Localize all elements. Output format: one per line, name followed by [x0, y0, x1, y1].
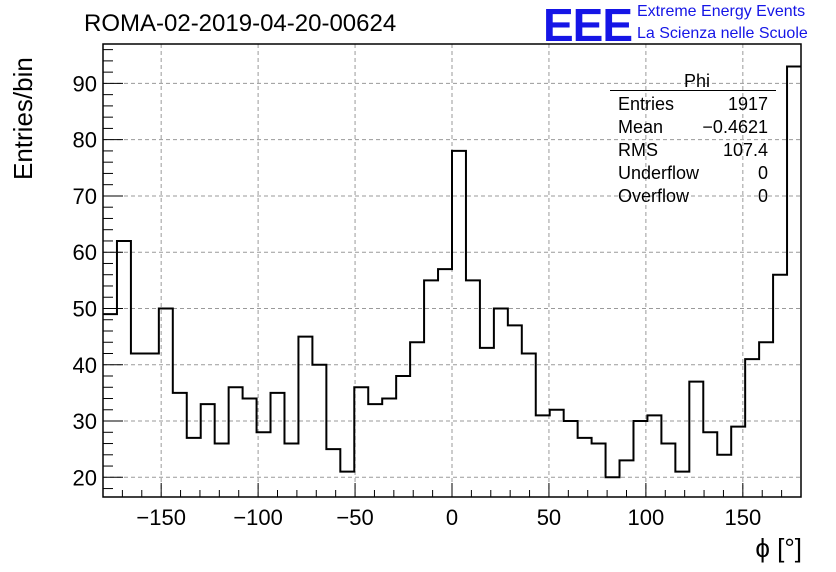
x-tick-label: −100: [233, 505, 283, 530]
eee-logo: EEE: [543, 0, 633, 51]
histogram-outline: [103, 65, 801, 479]
stats-row-entries: Entries 1917: [610, 93, 776, 116]
histogram-bin: [368, 404, 382, 497]
stats-divider: [610, 90, 776, 91]
histogram-bin: [675, 472, 689, 497]
run-title: ROMA-02-2019-04-20-00624: [84, 10, 397, 37]
y-tick-label: 50: [73, 296, 97, 321]
histogram-bin: [229, 387, 243, 497]
histogram-bin: [117, 241, 131, 497]
histogram-bin: [466, 280, 480, 497]
stats-row-rms: RMS 107.4: [610, 139, 776, 162]
stats-row-mean: Mean −0.4621: [610, 116, 776, 139]
histogram-bin: [494, 308, 508, 497]
stats-row-underflow: Underflow 0: [610, 162, 776, 185]
histogram-bin: [759, 342, 773, 497]
stats-value: 0: [757, 163, 768, 183]
histogram-bin: [661, 444, 675, 497]
y-tick-label: 70: [73, 184, 97, 209]
histogram-bin: [215, 444, 229, 497]
histogram-bin: [131, 354, 145, 497]
x-tick-label: 150: [724, 505, 761, 530]
histogram-bin: [201, 404, 215, 497]
stats-label: Overflow: [618, 186, 690, 206]
histogram-bin: [340, 472, 354, 497]
histogram-bin: [354, 387, 368, 497]
histogram-bin: [564, 421, 578, 497]
histogram-bin: [689, 382, 703, 497]
y-tick-label: 90: [73, 71, 97, 96]
stats-label: Mean: [618, 117, 664, 137]
y-tick-label: 40: [73, 353, 97, 378]
histogram-bin: [424, 280, 438, 497]
y-tick-label: 80: [73, 128, 97, 153]
histogram-bin: [145, 354, 159, 497]
x-tick-label: −50: [336, 505, 373, 530]
stats-label: Entries: [618, 94, 675, 114]
histogram-bin: [396, 376, 410, 497]
histogram-bin: [243, 399, 257, 497]
histogram-bin: [745, 359, 759, 497]
histogram-bin: [522, 354, 536, 497]
stats-value: 0: [757, 186, 768, 206]
x-tick-label: −150: [136, 505, 186, 530]
histogram-bin: [592, 444, 606, 497]
histogram-bin: [382, 399, 396, 497]
stats-title: Phi: [683, 71, 710, 91]
stats-box: Phi Entries 1917 Mean −0.4621 RMS 107.4 …: [610, 72, 776, 208]
stats-row-overflow: Overflow 0: [610, 185, 776, 208]
histogram-bin: [717, 455, 731, 497]
histogram-bin: [647, 415, 661, 497]
histogram-bin: [173, 393, 187, 497]
stats-value: 107.4: [722, 140, 768, 160]
histogram-bin: [633, 421, 647, 497]
x-tick-label: 100: [628, 505, 665, 530]
histogram-bin: [452, 151, 466, 497]
histogram-bin: [187, 438, 201, 497]
histogram-bin: [536, 415, 550, 497]
histogram-bin: [703, 432, 717, 497]
histogram-bin: [326, 449, 340, 497]
histogram-bin: [480, 348, 494, 497]
logo-subtitle-line2: La Scienza nelle Scuole: [637, 25, 808, 42]
histogram-bin: [103, 314, 117, 497]
stats-label: RMS: [618, 140, 658, 160]
y-tick-label: 20: [73, 465, 97, 490]
logo-subtitle-line1: Extreme Energy Events: [637, 3, 806, 20]
histogram-bin: [787, 67, 801, 497]
stats-label: Underflow: [618, 163, 700, 183]
histogram-bin: [606, 477, 620, 497]
histogram-bin: [271, 393, 285, 497]
stats-value: 1917: [727, 94, 768, 114]
y-tick-label: 60: [73, 240, 97, 265]
histogram-bin: [578, 438, 592, 497]
y-axis-label: Entries/bin: [8, 57, 38, 180]
x-axis-label: ϕ [°]: [755, 533, 802, 563]
histogram-bin: [508, 325, 522, 497]
x-tick-label: 50: [537, 505, 561, 530]
histogram-bin: [284, 444, 298, 497]
histogram-bin: [257, 432, 271, 497]
histogram-bin: [410, 342, 424, 497]
stats-value: −0.4621: [702, 117, 768, 137]
y-tick-label: 30: [73, 409, 97, 434]
histogram-bin: [298, 337, 312, 497]
histogram-bin: [438, 269, 452, 497]
x-tick-label: 0: [446, 505, 458, 530]
histogram-bin: [550, 410, 564, 497]
